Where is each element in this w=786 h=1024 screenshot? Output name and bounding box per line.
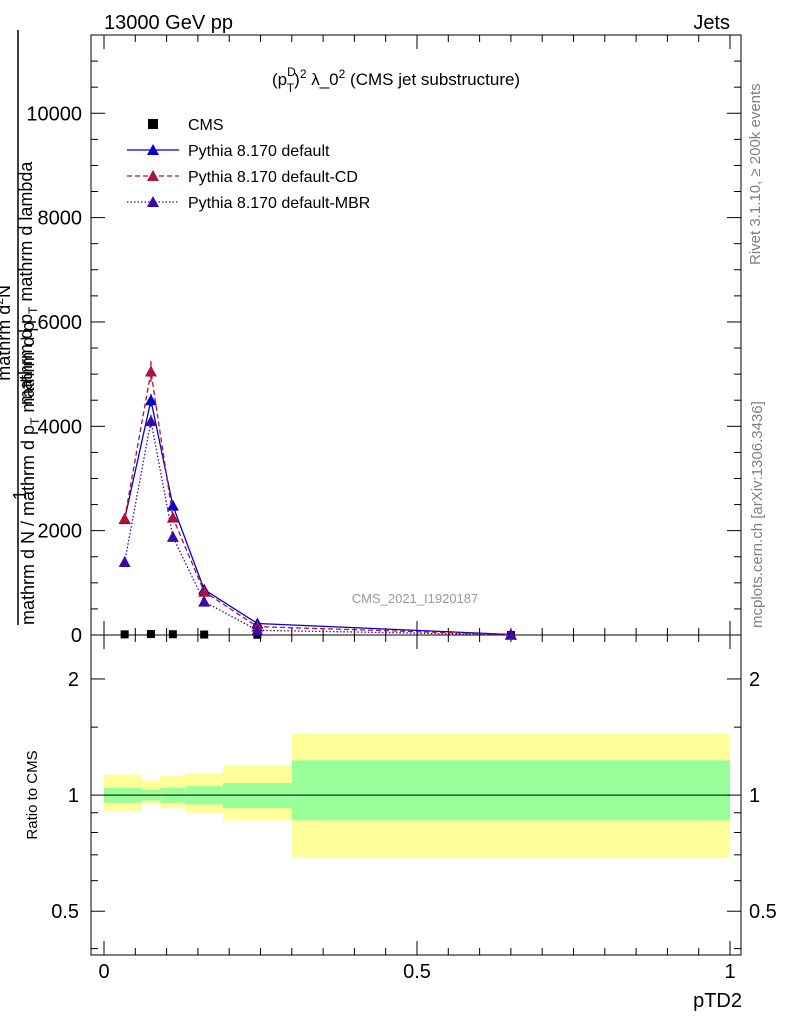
main-ytick-label-group: 0 2000 4000 6000 8000 10000 xyxy=(26,103,82,647)
legend-series-marker xyxy=(147,144,159,155)
series-marker xyxy=(198,585,211,597)
main-ytick-label: 8000 xyxy=(38,208,83,230)
rivet-info-label: Rivet 3.1.10, ≥ 200k events xyxy=(747,83,764,265)
ylabel-numerator: mathrm d2Nmathrm d pT mathrm d lambda xyxy=(0,161,40,405)
header-process-label: Jets xyxy=(693,12,730,34)
ratio-inner-band-bin xyxy=(291,760,730,821)
legend-entry-label: Pythia 8.170 default-CD xyxy=(188,169,358,186)
series-line xyxy=(124,371,511,636)
main-ytick-label: 10000 xyxy=(26,103,82,125)
main-ytick-label: 0 xyxy=(71,625,82,647)
main-ytick-label: 4000 xyxy=(38,416,83,438)
series-marker xyxy=(198,595,211,607)
ratio-xtick-label: 0 xyxy=(98,961,109,983)
legend-series-marker xyxy=(147,170,159,181)
ratio-ytick-label-group: 0.5 0.5 1 1 2 2 xyxy=(51,669,777,923)
ratio-xtick-label-group: 0 0.5 1 xyxy=(98,961,735,983)
ratio-ytick-label-right: 2 xyxy=(749,669,760,691)
ratio-xtick-label: 0.5 xyxy=(403,961,431,983)
main-ylabel: 1 mathrm d N / mathrm d pT mathrm d p ma… xyxy=(0,30,42,625)
series-marker xyxy=(504,628,517,640)
ratio-axis-ticks xyxy=(91,635,741,955)
series-marker xyxy=(251,624,264,636)
legend-cms-marker xyxy=(148,119,158,129)
xaxis-label: pTD2 xyxy=(693,990,742,1012)
ratio-band-group xyxy=(104,733,730,858)
ratio-ytick-label-left: 2 xyxy=(68,669,79,691)
legend: CMS Pythia 8.170 default Pythia 8.170 defa… xyxy=(127,117,370,212)
cms-data-point xyxy=(146,630,155,639)
legend-entry-label: Pythia 8.170 default-MBR xyxy=(188,195,370,212)
ratio-ytick-label-left: 0.5 xyxy=(51,901,79,923)
mcplots-info-label: mcplots.cern.ch [arXiv:1306.3436] xyxy=(749,401,766,628)
series-marker xyxy=(118,555,131,567)
legend-entry-label: CMS xyxy=(188,117,224,134)
main-ytick-label: 2000 xyxy=(38,521,83,543)
series-line xyxy=(124,420,511,636)
series-marker xyxy=(118,512,131,524)
series-marker xyxy=(166,511,179,523)
ratio-ytick-label-right: 1 xyxy=(749,785,760,807)
ratio-xtick-label: 1 xyxy=(724,961,735,983)
series-marker xyxy=(166,530,179,542)
header-energy-label: 13000 GeV pp xyxy=(104,12,233,34)
ylabel-one: 1 xyxy=(10,490,30,500)
analysis-watermark: CMS_2021_I1920187 xyxy=(352,591,479,606)
series-marker xyxy=(144,394,157,406)
ratio-ytick-label-left: 1 xyxy=(68,785,79,807)
legend-series-marker xyxy=(147,196,159,207)
series-marker xyxy=(144,365,157,377)
series-line xyxy=(124,400,511,636)
cms-data-point xyxy=(200,630,209,639)
ratio-ylabel: Ratio to CMS xyxy=(24,750,41,839)
legend-entry-label: Pythia 8.170 default xyxy=(188,143,330,160)
ylabel-denominator: mathrm d N / mathrm d pT mathrm d p xyxy=(18,322,42,625)
series-layer xyxy=(118,361,517,640)
cms-data-point xyxy=(168,630,177,639)
series-marker xyxy=(166,499,179,511)
ratio-ytick-label-right: 0.5 xyxy=(749,901,777,923)
cms-data-point xyxy=(120,630,129,639)
main-axis-ticks xyxy=(91,34,741,636)
plot-title: (pD T)2 λ_02 (CMS jet substructure) xyxy=(272,65,520,95)
main-ytick-label: 6000 xyxy=(38,312,83,334)
series-marker xyxy=(144,415,157,427)
